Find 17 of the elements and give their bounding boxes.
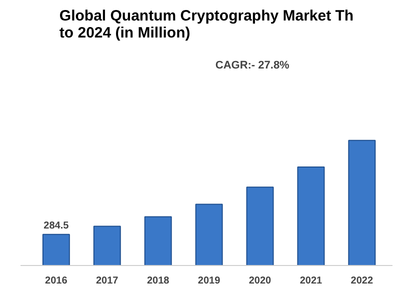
x-tick-label: 2020: [248, 276, 272, 286]
x-tick-label: 2021: [300, 276, 323, 286]
x-tick-label: 2019: [198, 276, 221, 286]
bar: [195, 204, 223, 266]
bar: [42, 234, 70, 266]
chart-title: Global Quantum Cryptography Market Th to 2024 (in Million): [59, 8, 354, 42]
text: CAGR:- 27.8%: [215, 60, 290, 72]
bar: [144, 216, 172, 266]
bar: [297, 166, 325, 266]
data-label: 284.5: [44, 220, 70, 232]
bar: [246, 186, 274, 266]
bar: [348, 140, 376, 266]
bar: [93, 226, 121, 266]
x-tick-label: 2022: [350, 276, 374, 286]
x-tick-label: 2017: [96, 276, 119, 286]
x-tick-label: 2018: [146, 276, 170, 286]
x-tick-label: 2016: [45, 276, 68, 286]
